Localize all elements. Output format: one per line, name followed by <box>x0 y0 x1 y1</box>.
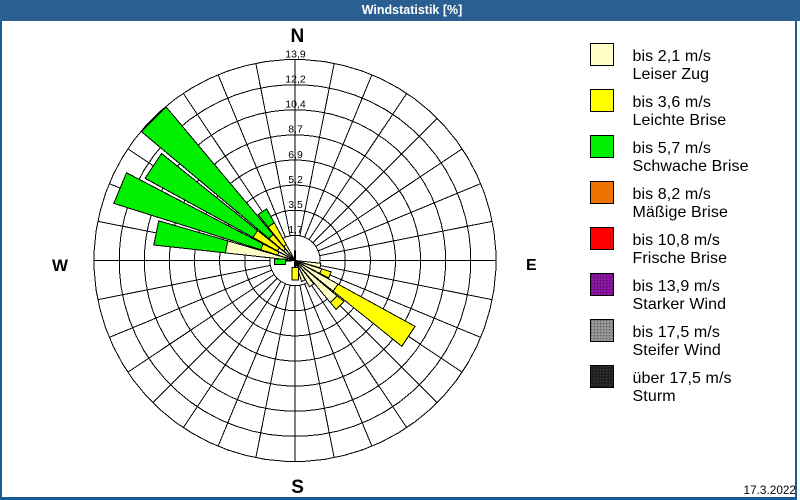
svg-text:12,2: 12,2 <box>285 73 306 85</box>
svg-text:8,7: 8,7 <box>288 124 303 136</box>
svg-text:3,5: 3,5 <box>288 199 303 211</box>
svg-text:10,4: 10,4 <box>285 99 306 111</box>
svg-text:13,9: 13,9 <box>285 48 306 60</box>
svg-text:5,2: 5,2 <box>288 174 303 186</box>
svg-text:1,7: 1,7 <box>288 224 303 236</box>
svg-text:6,9: 6,9 <box>288 149 303 161</box>
